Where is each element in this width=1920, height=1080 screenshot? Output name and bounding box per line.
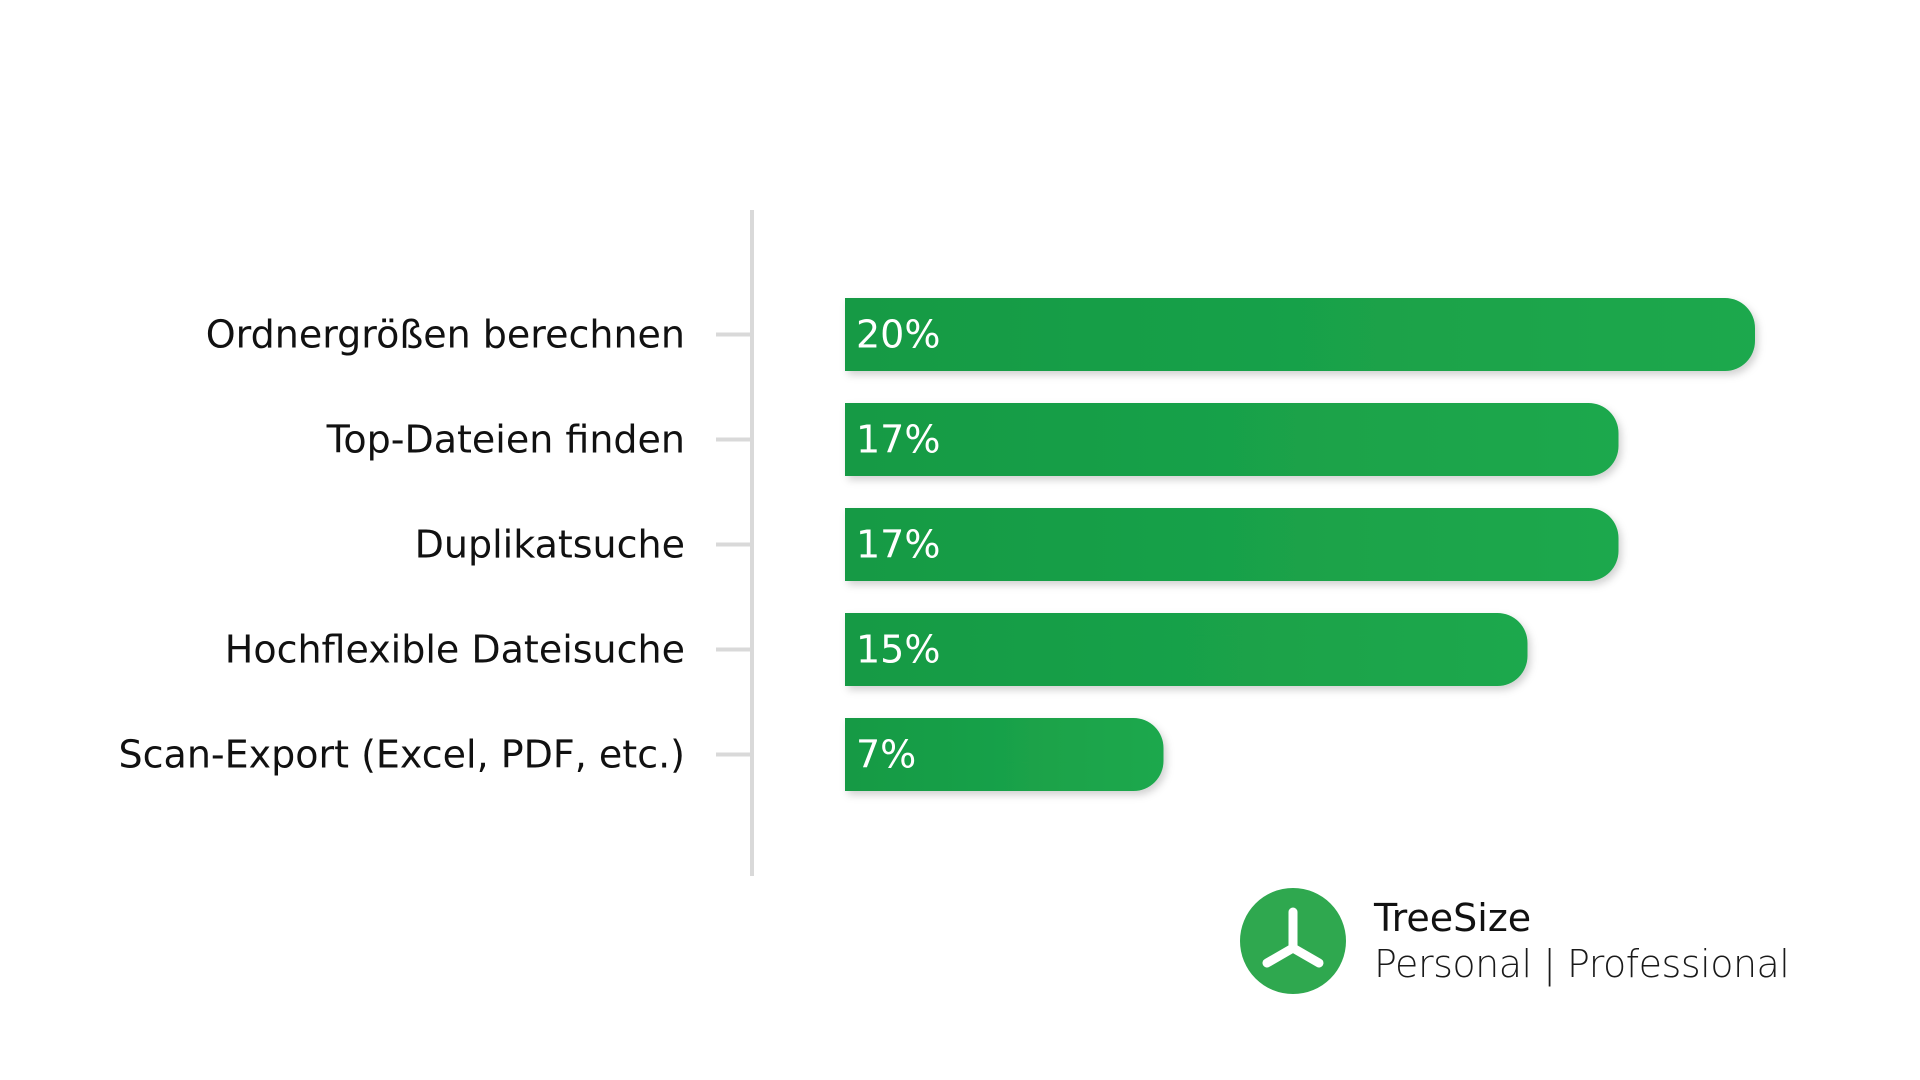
value-label: 17%: [856, 523, 940, 567]
category-label: Hochflexible Dateisuche: [225, 628, 685, 672]
brand-editions: Personal | Professional: [1374, 942, 1790, 986]
value-labels-layer: 20% 17% 17% 15% 7%: [856, 313, 940, 777]
brand-name: TreeSize: [1374, 896, 1532, 940]
bar: [845, 718, 1164, 791]
category-label: Ordnergrößen berechnen: [206, 313, 685, 357]
bar: [845, 613, 1528, 686]
bar: [845, 403, 1619, 476]
bar: [845, 298, 1755, 371]
treesize-logo-icon: [1240, 888, 1346, 994]
treesize-branding: TreeSize Personal | Professional: [1240, 886, 1800, 996]
value-label: 7%: [856, 733, 916, 777]
bars-layer: [845, 298, 1755, 791]
bar: [845, 508, 1619, 581]
ticks-layer: [716, 332, 752, 757]
value-label: 15%: [856, 628, 940, 672]
value-label: 20%: [856, 313, 940, 357]
category-label: Duplikatsuche: [415, 523, 685, 567]
category-label: Scan-Export (Excel, PDF, etc.): [119, 733, 685, 777]
category-label: Top-Dateien finden: [326, 418, 685, 462]
category-labels-layer: Ordnergrößen berechnen Top-Dateien finden…: [119, 313, 685, 777]
value-label: 17%: [856, 418, 940, 462]
